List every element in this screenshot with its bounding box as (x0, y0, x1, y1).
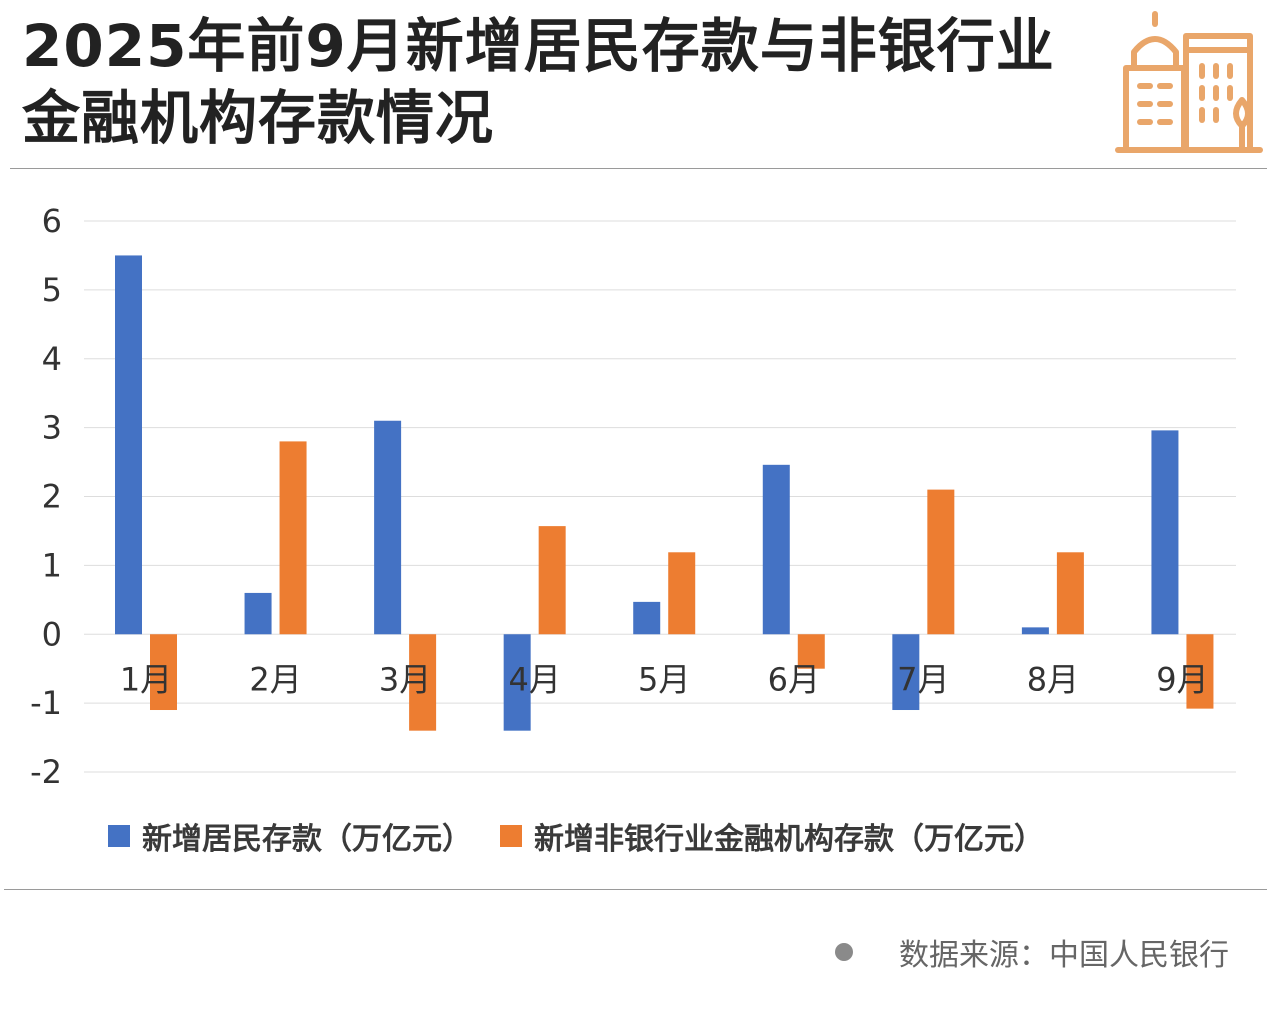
source-text: 数据来源：中国人民银行 (899, 938, 1229, 973)
x-tick-label: 7月 (897, 660, 949, 698)
bar-series-2 (668, 552, 696, 635)
x-tick-label: 5月 (638, 660, 690, 698)
bar-series-2 (1056, 552, 1084, 635)
y-tick-label: -1 (30, 684, 62, 722)
legend-item-series-1: 新增居民存款（万亿元） (108, 814, 472, 858)
legend-swatch-series-1 (108, 825, 130, 847)
x-tick-label: 2月 (249, 660, 301, 698)
bar-series-1 (115, 255, 142, 635)
header-divider (10, 168, 1267, 169)
chart-legend: 新增居民存款（万亿元） 新增非银行业金融机构存款（万亿元） (108, 813, 1072, 859)
y-tick-label: 2 (42, 478, 62, 516)
y-tick-label: -2 (30, 753, 62, 791)
y-tick-label: 6 (42, 202, 62, 240)
bar-series-1 (892, 634, 920, 711)
bar-series-2 (409, 634, 437, 731)
x-tick-label: 8月 (1027, 660, 1079, 698)
x-tick-label: 9月 (1156, 660, 1208, 698)
bar-series-2 (279, 441, 307, 635)
legend-label-series-1: 新增居民存款（万亿元） (142, 822, 472, 857)
x-tick-label: 4月 (508, 660, 560, 698)
bar-series-1 (503, 634, 531, 731)
chart-title: 2025年前9月新增居民存款与非银行业金融机构存款情况 (22, 12, 1055, 152)
bar-series-2 (150, 634, 177, 711)
bar-series-2 (538, 526, 566, 635)
bullet-dot-icon (835, 943, 853, 961)
bar-series-1 (244, 592, 272, 635)
footer-divider (4, 889, 1267, 890)
y-tick-label: 0 (42, 615, 62, 653)
x-tick-label: 1月 (120, 660, 172, 698)
legend-label-series-2: 新增非银行业金融机构存款（万亿元） (534, 822, 1044, 857)
bar-series-2 (1186, 634, 1214, 709)
y-tick-label: 4 (42, 340, 62, 378)
x-tick-label: 6月 (768, 660, 820, 698)
bar-series-2 (927, 489, 955, 635)
bar-series-1 (1151, 430, 1179, 635)
bar-chart: 6 5 4 3 2 1 0 -1 -2 1月 2月 3月 4月 5月 6月 7月 8月 9月 (30, 202, 1236, 791)
bar-series-1 (633, 601, 661, 635)
x-tick-label: 3月 (379, 660, 431, 698)
legend-swatch-series-2 (500, 825, 522, 847)
bar-series-1 (1021, 627, 1049, 635)
legend-item-series-2: 新增非银行业金融机构存款（万亿元） (500, 814, 1044, 858)
y-tick-label: 5 (42, 271, 62, 309)
bar-series-1 (762, 464, 790, 635)
bar-series-1 (374, 420, 402, 635)
bar-series-2 (797, 634, 825, 669)
source-note: 数据来源：中国人民银行 (835, 930, 1229, 974)
y-tick-label: 1 (42, 546, 62, 584)
building-icon (1115, 11, 1263, 153)
y-tick-label: 3 (42, 409, 62, 447)
